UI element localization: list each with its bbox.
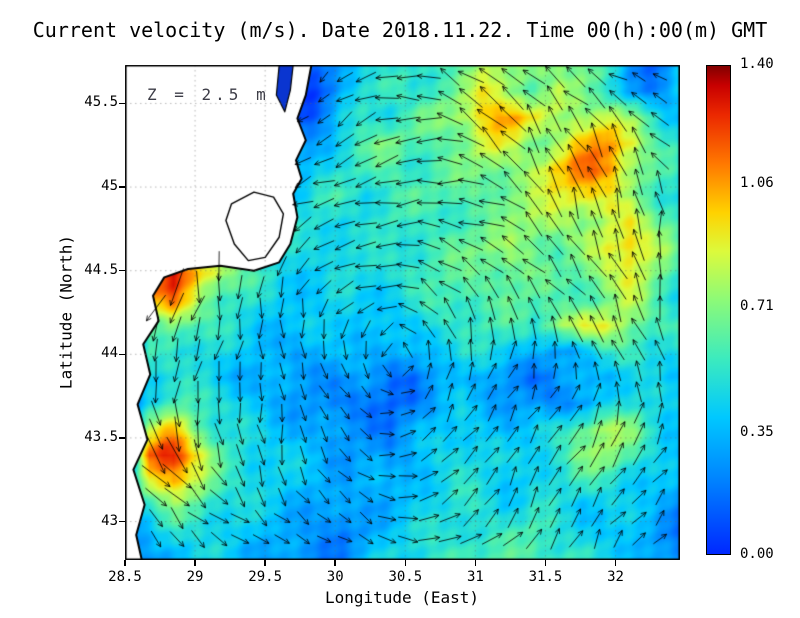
colorbar-tick-label: 1.06: [740, 175, 774, 191]
y-tick-mark: [119, 186, 125, 188]
colorbar: [706, 65, 731, 555]
colorbar-tick-label: 0.00: [740, 546, 774, 562]
x-tick-label: 29: [186, 569, 204, 585]
y-tick-mark: [119, 102, 125, 105]
x-tick-mark: [264, 560, 266, 566]
x-tick-mark: [124, 560, 126, 566]
x-tick-mark: [334, 560, 336, 566]
x-tick-label: 31.5: [528, 569, 563, 585]
velocity-map-canvas: [125, 65, 680, 560]
figure-title: Current velocity (m/s). Date 2018.11.22.…: [32, 18, 768, 42]
x-axis-label: Longitude (East): [324, 588, 480, 607]
colorbar-tick-label: 0.35: [740, 423, 774, 440]
x-tick-mark: [544, 560, 547, 566]
plot-area: Z = 2.5 m: [125, 65, 680, 560]
y-tick-label: 45.5: [84, 94, 118, 111]
y-tick-label: 45: [101, 178, 118, 195]
x-tick-label: 28.5: [108, 569, 142, 585]
y-tick-label: 44: [101, 345, 118, 362]
x-tick-label: 30: [326, 569, 344, 585]
x-tick-mark: [404, 560, 407, 566]
y-tick-mark: [119, 520, 125, 523]
x-tick-label: 29.5: [248, 569, 282, 585]
y-tick-label: 43: [101, 512, 118, 529]
y-tick-mark: [119, 437, 125, 439]
y-tick-label: 43.5: [84, 428, 118, 445]
x-tick-mark: [194, 560, 196, 566]
y-tick-mark: [119, 353, 125, 356]
x-tick-mark: [614, 560, 617, 566]
y-axis-label: Latitude (North): [56, 234, 76, 390]
x-tick-label: 32: [607, 569, 624, 585]
y-tick-label: 44.5: [84, 261, 118, 278]
colorbar-tick-label: 0.71: [740, 297, 774, 314]
x-tick-label: 31: [466, 569, 484, 585]
y-tick-mark: [119, 269, 125, 272]
colorbar-tick-label: 1.40: [740, 56, 774, 72]
x-tick-label: 30.5: [388, 569, 423, 585]
depth-annotation: Z = 2.5 m: [147, 85, 270, 104]
x-tick-mark: [474, 560, 477, 566]
